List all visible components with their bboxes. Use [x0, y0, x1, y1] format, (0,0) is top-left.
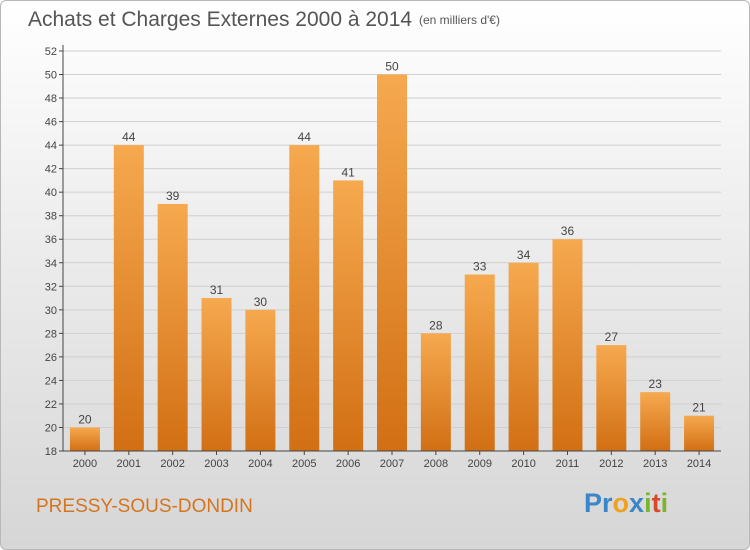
x-tick-label: 2004: [248, 458, 272, 470]
bar: [157, 203, 188, 451]
logo-letter: o: [612, 488, 630, 518]
bar-value-label: 23: [649, 377, 663, 391]
chart-subtitle: (en milliers d'€): [419, 13, 500, 27]
bar: [245, 309, 276, 451]
bar: [113, 145, 144, 451]
x-tick-label: 2012: [599, 458, 623, 470]
y-tick-label: 50: [45, 70, 57, 82]
logo-letter: i: [660, 488, 669, 518]
logo-letter: t: [651, 488, 661, 518]
x-tick-label: 2000: [73, 458, 97, 470]
bar: [420, 333, 451, 451]
y-tick-label: 26: [45, 352, 57, 364]
bar-value-label: 31: [210, 283, 224, 297]
y-tick-label: 34: [45, 258, 57, 270]
bar-value-label: 39: [166, 189, 180, 203]
y-tick-label: 28: [45, 328, 57, 340]
logo-letter: r: [602, 488, 613, 518]
y-tick-label: 48: [45, 93, 57, 105]
bar: [377, 74, 407, 451]
x-tick-label: 2003: [204, 458, 228, 470]
x-tick-label: 2002: [160, 458, 184, 470]
bar: [464, 274, 495, 451]
bar: [508, 262, 539, 451]
bar-value-label: 44: [122, 130, 136, 144]
y-tick-label: 46: [45, 117, 57, 129]
x-tick-label: 2007: [380, 458, 404, 470]
x-tick-label: 2014: [687, 458, 711, 470]
bar-value-label: 27: [605, 330, 619, 344]
y-tick-label: 38: [45, 211, 57, 223]
y-tick-label: 22: [45, 399, 57, 411]
bar: [596, 345, 627, 451]
logo-letter: x: [629, 488, 645, 518]
logo-letter: i: [644, 488, 652, 518]
y-tick-label: 30: [45, 305, 57, 317]
bar-value-label: 44: [298, 130, 312, 144]
bar-value-label: 34: [517, 248, 531, 262]
bar-value-label: 28: [429, 318, 443, 332]
y-tick-label: 36: [45, 234, 57, 246]
proxiti-logo: Proxiti: [584, 488, 668, 519]
x-tick-label: 2009: [467, 458, 491, 470]
y-tick-label: 32: [45, 281, 57, 293]
bar-value-label: 30: [254, 295, 268, 309]
logo-letter: P: [584, 488, 603, 518]
bar: [201, 298, 232, 451]
y-tick-label: 52: [45, 46, 57, 58]
chart-title: Achats et Charges Externes 2000 à 2014: [28, 8, 413, 31]
bar-value-label: 20: [78, 412, 92, 426]
town-name: PRESSY-SOUS-DONDIN: [36, 496, 253, 517]
bar-value-label: 36: [561, 224, 575, 238]
y-tick-label: 44: [45, 140, 57, 152]
x-tick-label: 2001: [117, 458, 141, 470]
y-tick-label: 20: [45, 422, 57, 434]
x-tick-label: 2008: [424, 458, 448, 470]
bar-value-label: 50: [385, 60, 399, 74]
x-tick-label: 2006: [336, 458, 360, 470]
bar: [289, 145, 320, 451]
x-tick-label: 2011: [556, 458, 580, 470]
y-tick-label: 40: [45, 187, 57, 199]
bar: [333, 180, 364, 452]
x-tick-label: 2013: [643, 458, 667, 470]
y-tick-label: 18: [45, 446, 57, 458]
bar: [552, 239, 583, 451]
x-tick-label: 2005: [292, 458, 316, 470]
bar-value-label: 21: [692, 401, 706, 415]
bar: [684, 415, 715, 451]
bar-value-label: 33: [473, 260, 487, 274]
y-tick-label: 42: [45, 164, 57, 176]
bar: [640, 392, 671, 451]
bar-value-label: 41: [341, 165, 355, 179]
bar: [69, 427, 100, 451]
x-tick-label: 2010: [511, 458, 535, 470]
y-tick-label: 24: [45, 375, 57, 387]
